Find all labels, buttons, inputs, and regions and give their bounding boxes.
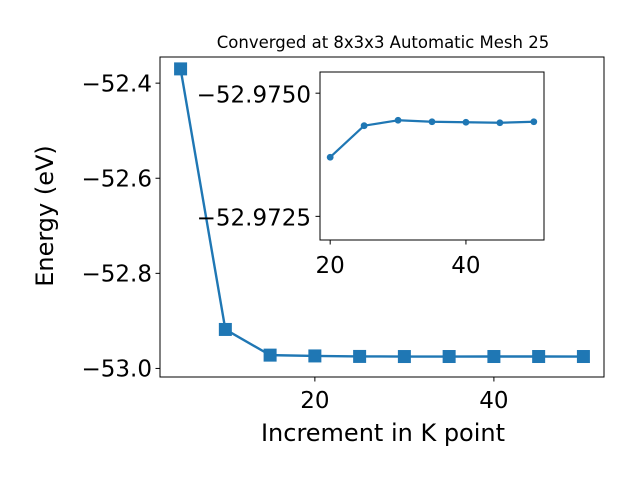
main-data-point bbox=[442, 350, 456, 364]
inset-data-point bbox=[360, 122, 368, 130]
inset-data-point bbox=[428, 118, 436, 126]
inset-data-point bbox=[394, 116, 402, 124]
inset-x-tick-label: 20 bbox=[316, 253, 345, 279]
main-x-tick-label: 20 bbox=[300, 388, 329, 414]
main-data-point bbox=[308, 349, 322, 363]
inset-x-tick-label: 40 bbox=[451, 253, 480, 279]
inset-y-tick-label: −52.9725 bbox=[197, 206, 311, 232]
main-data-point bbox=[218, 322, 232, 336]
inset-data-point bbox=[530, 118, 538, 126]
main-y-tick-label: −52.8 bbox=[82, 262, 152, 288]
x-axis-label: Increment in K point bbox=[261, 419, 505, 447]
main-chart-title: Converged at 8x3x3 Automatic Mesh 25 bbox=[217, 33, 549, 52]
inset-data-point bbox=[496, 119, 504, 127]
main-data-point bbox=[263, 348, 277, 362]
main-x-tick-label: 40 bbox=[479, 388, 508, 414]
main-axes-frame bbox=[159, 56, 605, 378]
main-data-point bbox=[532, 350, 546, 364]
main-data-point bbox=[576, 350, 590, 364]
main-plot-area: 20 40 −52.4 −52.6 −52.8 −53.0 bbox=[82, 56, 605, 414]
inset-plot-area: 20 40 −52.9750 −52.9725 bbox=[197, 71, 545, 279]
main-data-point bbox=[353, 349, 367, 363]
inset-axes-frame bbox=[319, 71, 545, 241]
inset-data-point bbox=[326, 153, 334, 161]
main-y-tick-label: −52.6 bbox=[82, 167, 152, 193]
y-axis-label: Energy (eV) bbox=[31, 145, 59, 287]
inset-data-point bbox=[462, 118, 470, 126]
main-data-point bbox=[397, 350, 411, 364]
inset-y-tick-label: −52.9750 bbox=[197, 83, 311, 109]
main-y-tick-label: −52.4 bbox=[82, 71, 152, 97]
main-series-line bbox=[179, 68, 584, 358]
main-y-tick-label: −53.0 bbox=[82, 357, 152, 383]
main-data-point bbox=[487, 350, 501, 364]
main-data-point bbox=[174, 62, 188, 76]
